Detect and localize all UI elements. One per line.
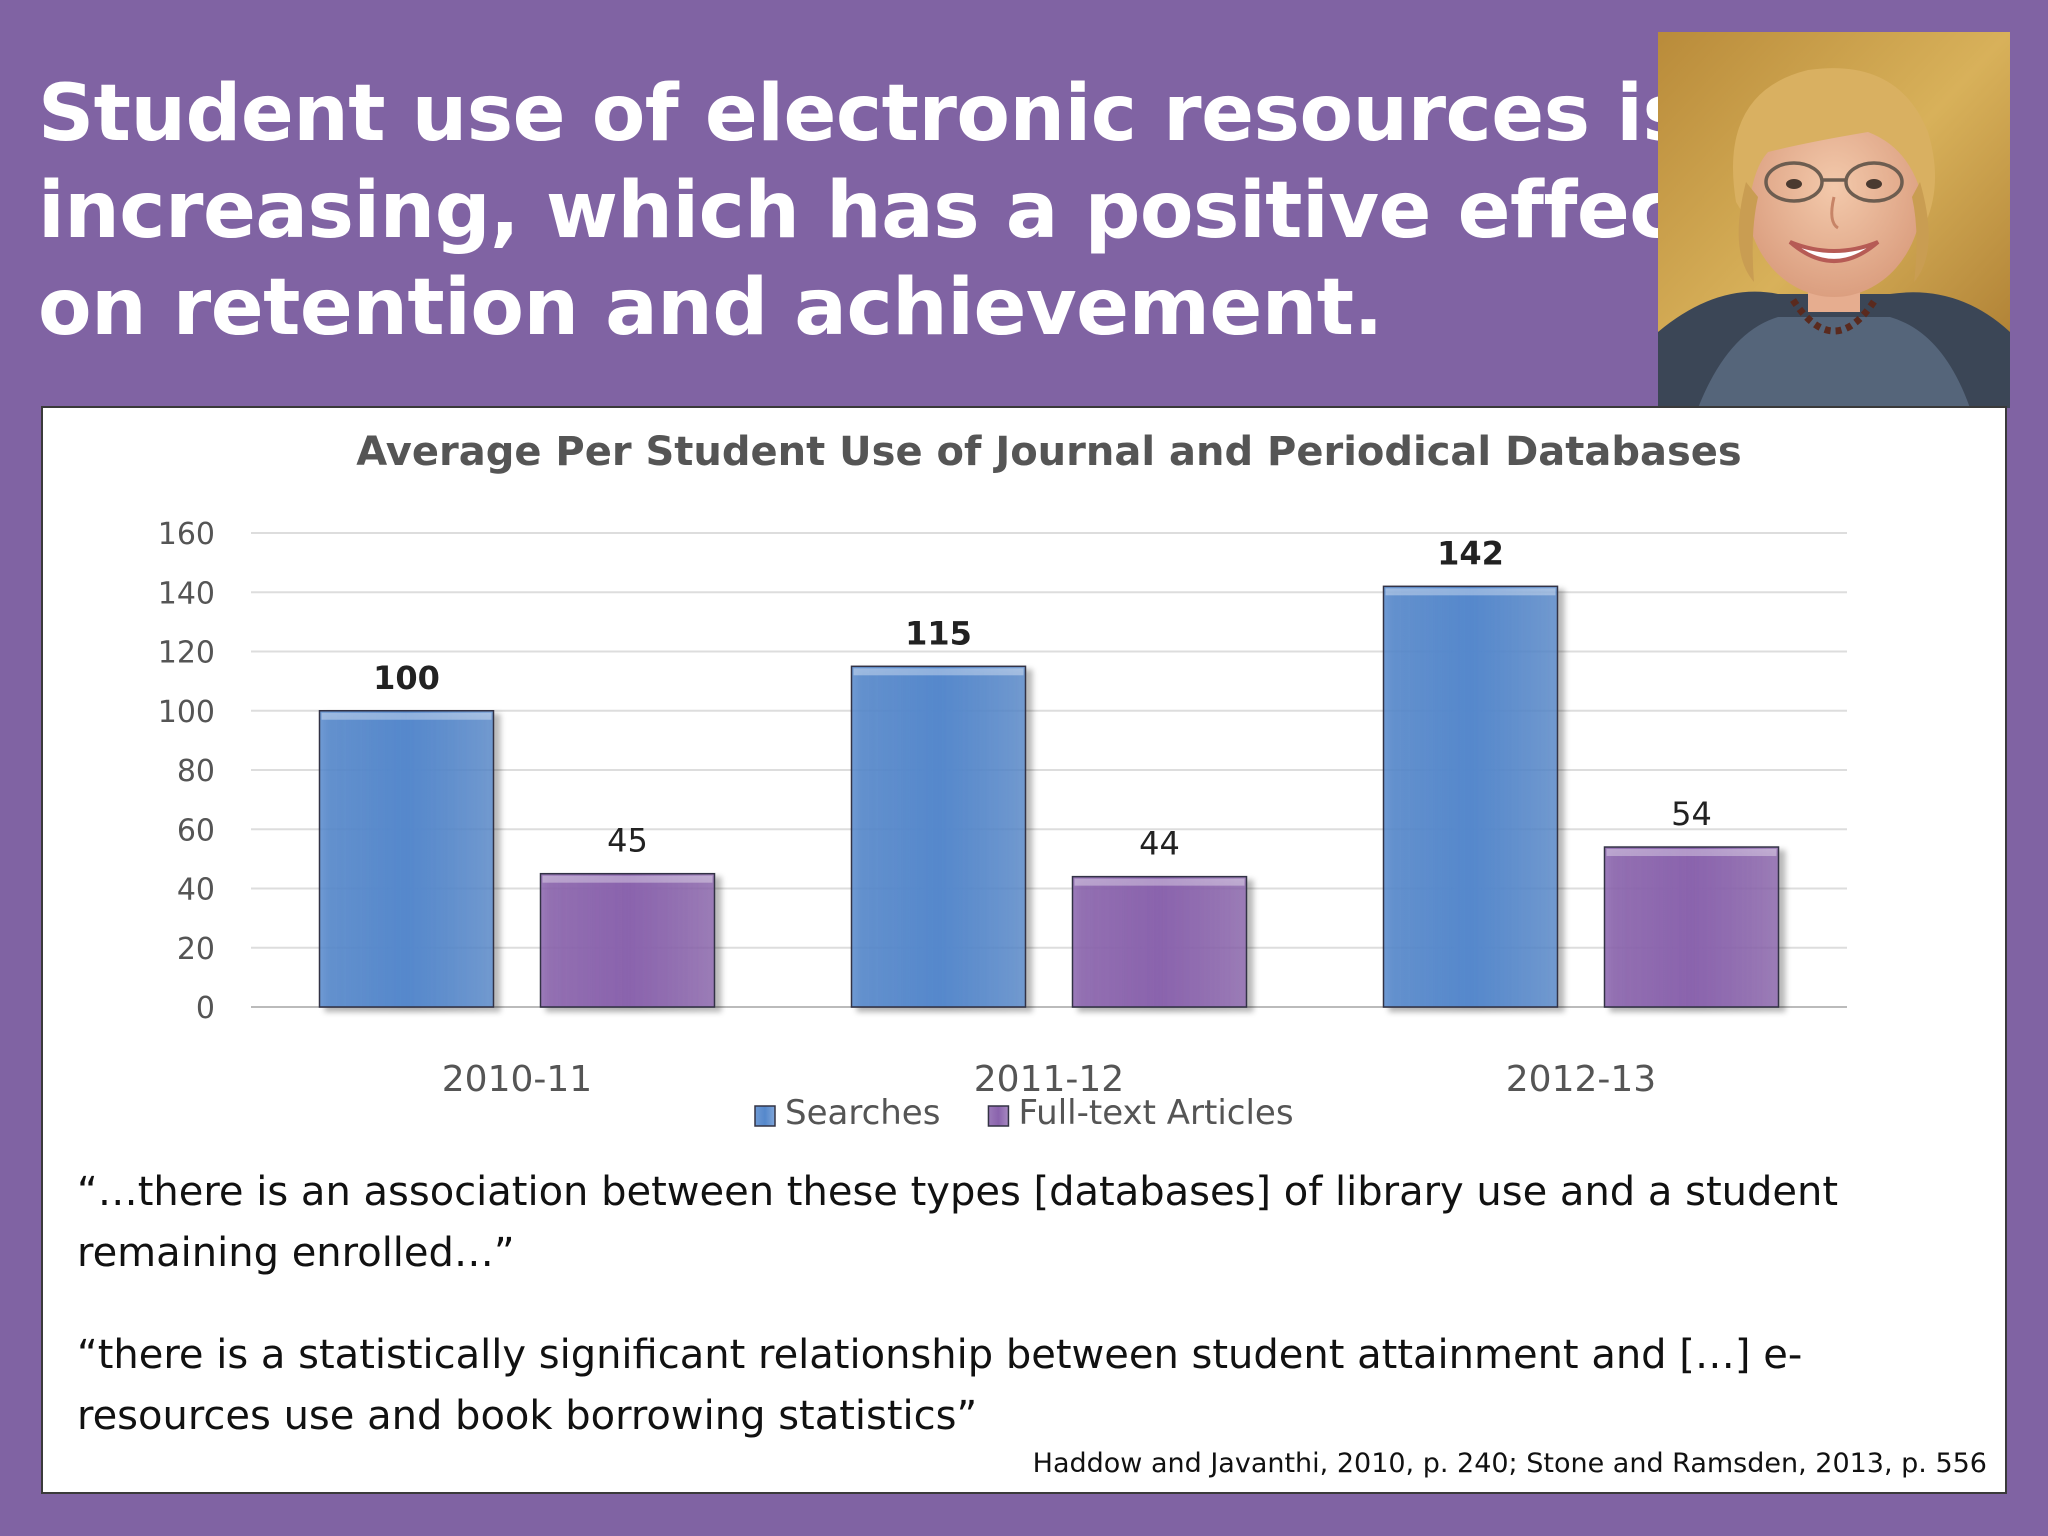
bar-highlight	[542, 875, 713, 883]
quote-line: resources use and book borrowing statist…	[77, 1393, 978, 1439]
y-tick-label: 80	[177, 754, 215, 789]
slide-title-line: Student use of electronic resources is	[38, 69, 1689, 159]
bar-searches-2010-11	[318, 710, 495, 1008]
quote-retention: “…there is an association between these …	[77, 1162, 1947, 1284]
quote-line: “…there is an association between these …	[77, 1169, 1839, 1215]
data-label: 100	[373, 659, 440, 697]
legend-swatch	[987, 1105, 1010, 1127]
quote-attainment: “there is a statistically significant re…	[77, 1325, 1947, 1447]
slide-title: Student use of electronic resources is i…	[38, 66, 1712, 357]
legend-label: Searches	[785, 1093, 940, 1133]
citation: Haddow and Javanthi, 2010, p. 240; Stone…	[1032, 1448, 1987, 1479]
data-label: 115	[905, 614, 972, 652]
data-label: 44	[1139, 825, 1180, 863]
bar-full-text-articles-2012-13	[1603, 846, 1780, 1008]
y-tick-label: 140	[158, 576, 215, 611]
y-tick-label: 40	[177, 873, 215, 908]
y-tick-label: 20	[177, 932, 215, 967]
content-box: Average Per Student Use of Journal and P…	[41, 406, 2007, 1494]
bar-searches-2011-12	[850, 665, 1027, 1008]
bar-highlight	[853, 668, 1024, 676]
portrait-photo	[1658, 32, 2010, 408]
data-label: 45	[607, 822, 648, 860]
data-label: 142	[1437, 534, 1504, 572]
chart-title: Average Per Student Use of Journal and P…	[356, 429, 1742, 475]
bar-highlight	[1385, 588, 1556, 596]
bar-highlight	[1606, 849, 1777, 857]
bar-full-text-articles-2011-12	[1071, 875, 1248, 1008]
legend-label: Full-text Articles	[1018, 1093, 1293, 1133]
data-label: 54	[1671, 795, 1712, 833]
bar-searches-2012-13	[1382, 585, 1559, 1008]
bar-chart: Average Per Student Use of Journal and P…	[158, 429, 1847, 1133]
x-tick-label: 2012-13	[1506, 1059, 1656, 1100]
quote-line: “there is a statistically significant re…	[77, 1332, 1803, 1378]
y-tick-label: 120	[158, 636, 215, 671]
bar-highlight	[1074, 878, 1245, 886]
bar-full-text-articles-2010-11	[539, 872, 716, 1008]
x-tick-label: 2010-11	[442, 1059, 592, 1100]
y-tick-label: 60	[177, 813, 215, 848]
y-tick-label: 100	[158, 695, 215, 730]
y-tick-label: 0	[196, 991, 215, 1026]
legend-swatch	[754, 1105, 776, 1127]
slide-title-line: on retention and achievement.	[38, 263, 1383, 353]
slide-title-line: increasing, which has a positive effect	[38, 166, 1712, 256]
quote-line: remaining enrolled…”	[77, 1230, 515, 1276]
x-tick-label: 2011-12	[974, 1059, 1124, 1100]
bar-highlight	[321, 712, 492, 720]
person-portrait-icon	[1658, 32, 2010, 408]
y-tick-label: 160	[158, 517, 215, 552]
